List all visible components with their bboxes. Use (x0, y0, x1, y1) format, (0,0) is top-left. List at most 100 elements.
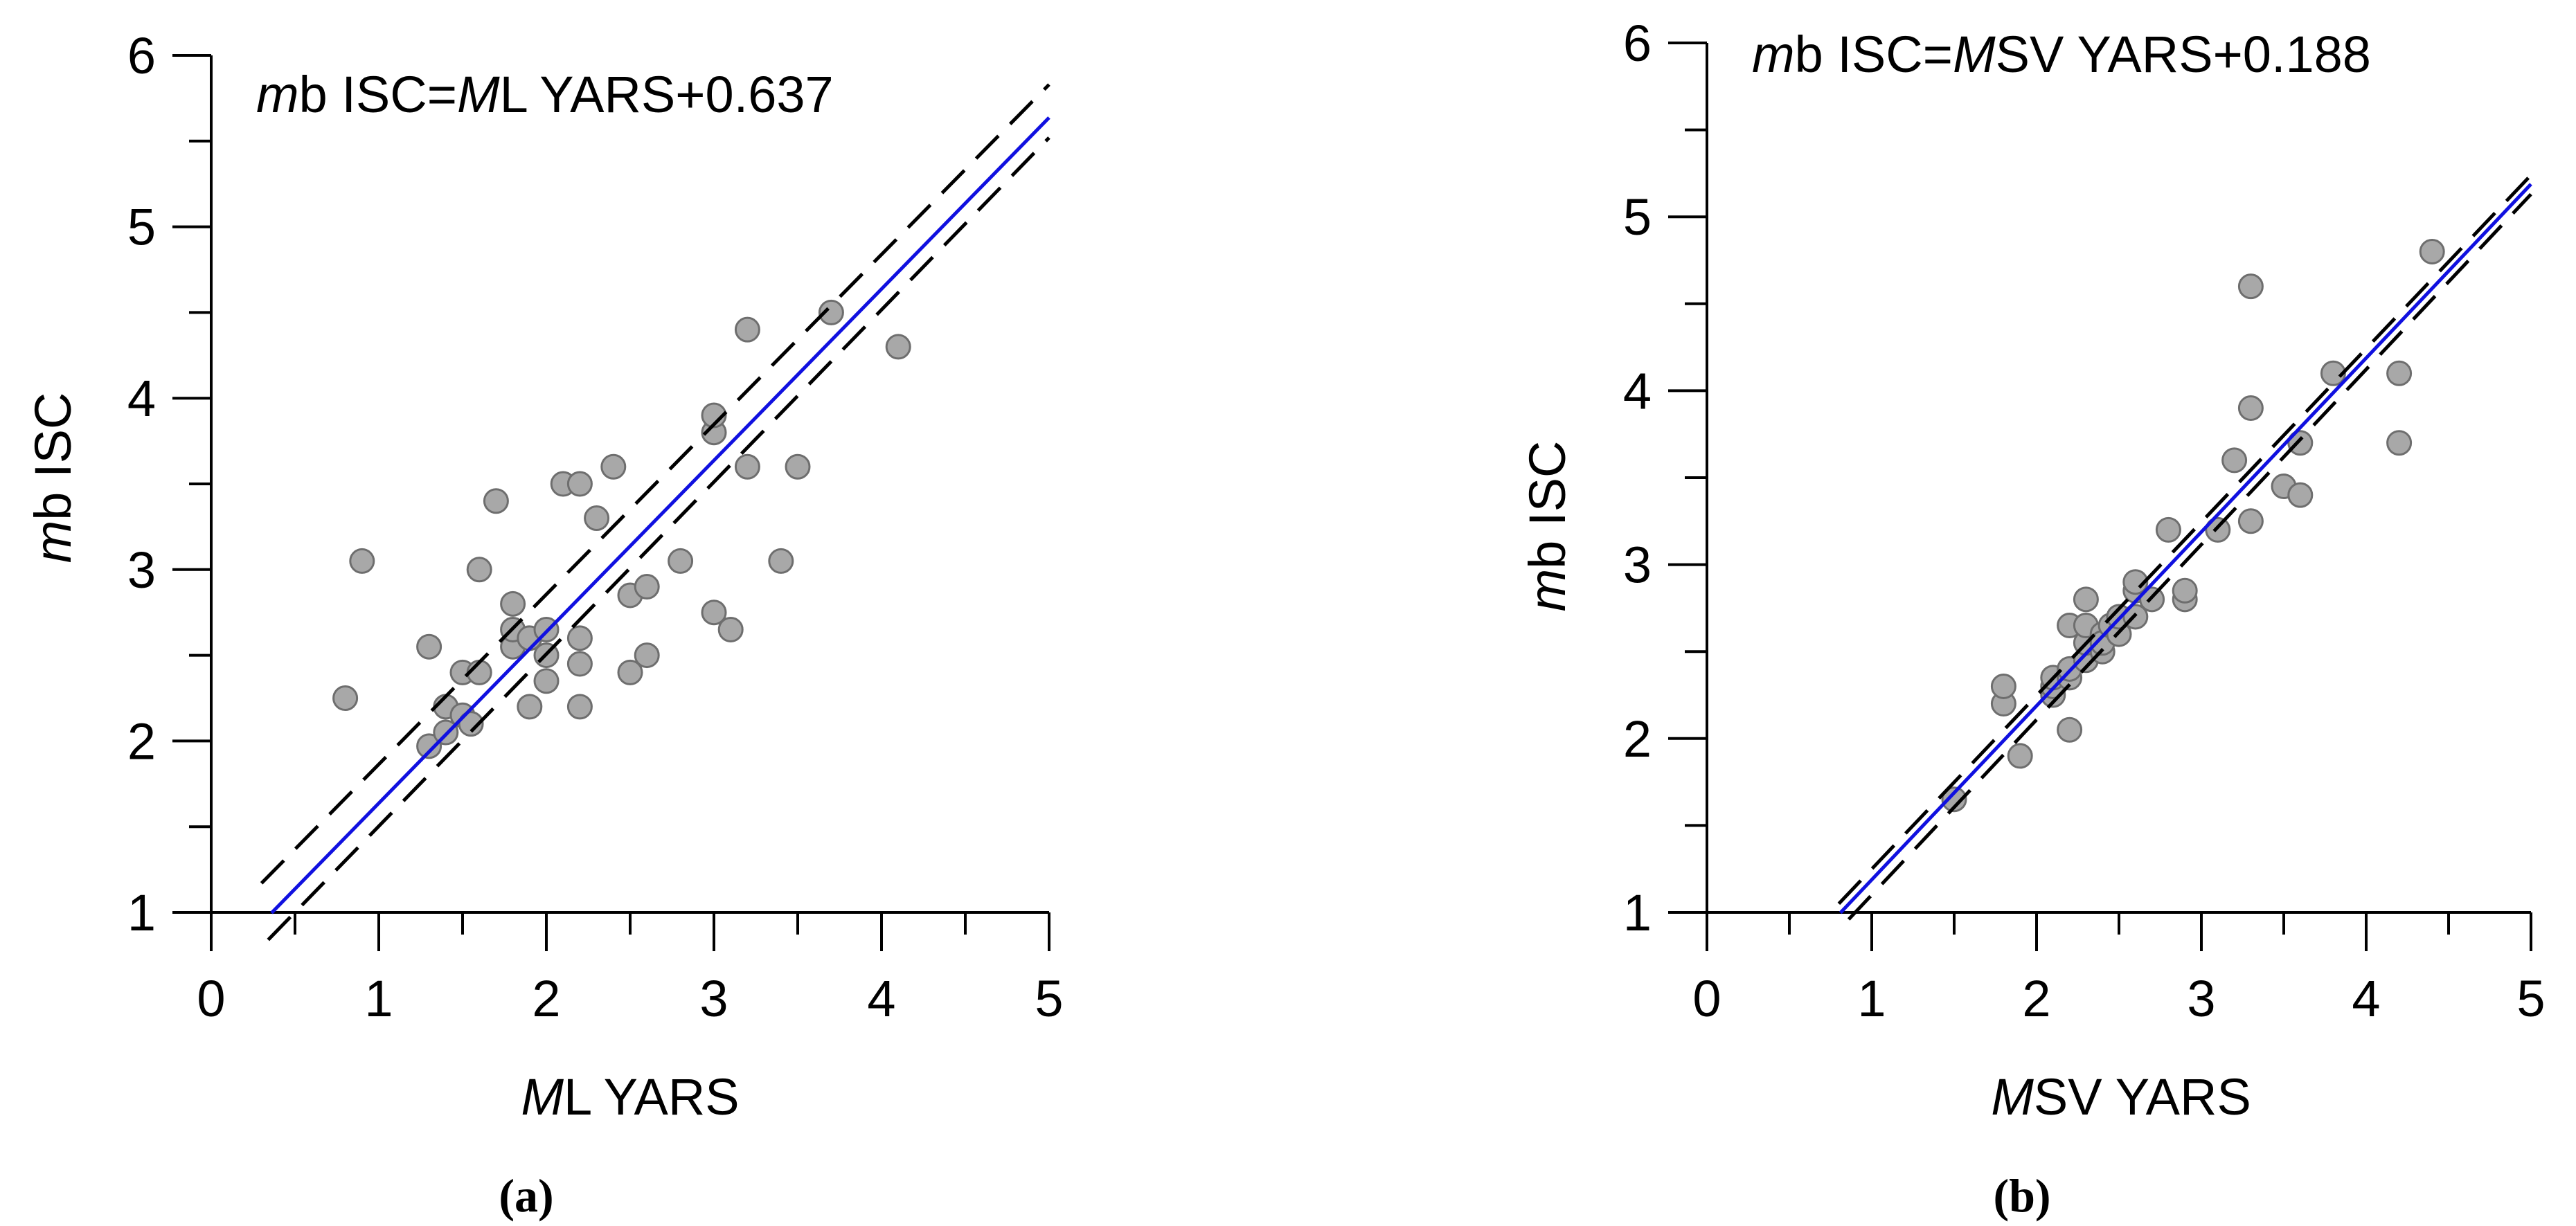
y-tick-label-a-2: 3 (127, 541, 156, 599)
y-axis-label-b: mb ISC (1519, 441, 1576, 612)
data-point-b-14 (2073, 586, 2099, 613)
x-axis-label-b-rest: SV YARS (2034, 1068, 2251, 1126)
data-point-a-40 (818, 299, 844, 325)
confidence-lower-a (267, 136, 1050, 941)
data-point-a-27 (617, 659, 643, 685)
x-axis-label-a: ML YARS (521, 1068, 739, 1126)
data-point-a-34 (701, 402, 727, 429)
data-point-b-39 (2419, 238, 2445, 264)
y-tick-label-b-5: 6 (1623, 15, 1652, 72)
data-point-a-29 (634, 642, 660, 669)
panel-caption-b: (b) (1993, 1169, 2050, 1222)
data-point-a-38 (768, 548, 794, 574)
equation-a-right-var: M (457, 66, 500, 123)
data-point-a-23 (566, 625, 593, 651)
equation-a: mb ISC=ML YARS+0.637 (256, 66, 834, 123)
x-tick-label-a-1: 1 (364, 970, 393, 1027)
y-axis-label-b-var: m (1519, 569, 1576, 612)
y-tick-label-b-2: 3 (1623, 537, 1652, 594)
data-point-a-24 (566, 471, 593, 497)
x-tick-label-b-0: 0 (1692, 970, 1721, 1027)
y-tick-label-a-5: 6 (127, 27, 156, 84)
data-point-b-31 (2237, 395, 2264, 422)
x-axis-label-b-var: M (1991, 1068, 2034, 1126)
data-point-b-7 (2057, 716, 2083, 743)
y-axis-label-a: mb ISC (24, 393, 82, 564)
data-point-a-41 (885, 334, 911, 360)
x-tick-label-a-0: 0 (197, 970, 225, 1027)
equation-b-left-rest: b ISC= (1795, 26, 1953, 83)
data-point-a-36 (734, 453, 760, 480)
x-tick-label-a-2: 2 (532, 970, 560, 1027)
data-point-a-3 (416, 633, 442, 660)
x-tick-label-a-5: 5 (1035, 970, 1063, 1027)
x-tick-label-b-5: 5 (2516, 970, 2545, 1027)
data-point-b-30 (2237, 508, 2264, 534)
data-point-a-17 (533, 668, 560, 694)
equation-b: mb ISC=MSV YARS+0.188 (1752, 26, 2371, 83)
confidence-lower-b (1847, 192, 2532, 921)
panel-caption-a: (a) (499, 1169, 553, 1222)
data-point-a-35 (717, 616, 744, 642)
y-axis-label-b-rest: b ISC (1519, 441, 1576, 569)
data-point-a-21 (566, 694, 593, 720)
data-point-b-34 (2287, 482, 2314, 508)
data-point-a-31 (668, 548, 694, 574)
data-point-a-37 (734, 316, 760, 343)
data-point-b-28 (2205, 516, 2231, 543)
x-axis-label-a-var: M (521, 1068, 564, 1126)
x-tick-label-b-4: 4 (2352, 970, 2380, 1027)
x-tick-label-a-4: 4 (867, 970, 895, 1027)
x-tick-label-b-3: 3 (2187, 970, 2215, 1027)
data-point-a-0 (332, 685, 359, 711)
data-point-a-11 (483, 488, 509, 514)
data-point-a-2 (416, 733, 442, 759)
data-point-a-32 (701, 600, 727, 626)
data-point-b-37 (2386, 430, 2413, 456)
data-point-b-35 (2287, 430, 2314, 456)
data-point-b-25 (2155, 516, 2181, 543)
regression-line-b (1839, 183, 2532, 914)
y-tick-label-a-0: 1 (127, 884, 156, 941)
data-point-a-14 (500, 591, 526, 617)
data-point-a-15 (517, 694, 543, 720)
equation-a-left-rest: b ISC= (299, 66, 457, 123)
data-point-a-8 (458, 711, 484, 737)
x-axis-label-a-rest: L YARS (564, 1068, 740, 1126)
y-tick-label-a-4: 5 (127, 199, 156, 256)
data-point-a-1 (349, 548, 375, 574)
confidence-upper-b (1837, 174, 2532, 905)
y-tick-label-b-4: 5 (1623, 188, 1652, 246)
x-tick-label-a-3: 3 (699, 970, 728, 1027)
data-point-a-26 (600, 453, 627, 480)
y-axis-label-a-var: m (24, 521, 82, 564)
data-point-b-38 (2386, 360, 2413, 386)
data-point-b-23 (2122, 569, 2149, 595)
data-point-a-30 (634, 574, 660, 600)
confidence-upper-a (260, 83, 1050, 885)
regression-line-a (270, 116, 1050, 914)
data-point-b-27 (2172, 577, 2198, 604)
equation-a-left-var: m (256, 66, 299, 123)
data-point-b-2 (1990, 673, 2016, 699)
y-tick-label-b-1: 2 (1623, 710, 1652, 768)
data-point-a-25 (584, 505, 610, 532)
data-point-b-0 (1941, 786, 1967, 813)
data-point-a-10 (466, 557, 492, 583)
y-tick-label-a-1: 2 (127, 712, 156, 770)
equation-a-right-rest: L YARS+0.637 (500, 66, 834, 123)
y-tick-label-b-0: 1 (1623, 884, 1652, 941)
data-point-b-3 (2007, 743, 2033, 769)
y-tick-label-a-3: 4 (127, 370, 156, 427)
equation-b-left-var: m (1752, 26, 1795, 83)
data-point-a-39 (785, 453, 811, 480)
x-tick-label-b-2: 2 (2022, 970, 2050, 1027)
data-point-b-29 (2221, 447, 2248, 474)
data-point-b-32 (2237, 273, 2264, 300)
x-tick-label-b-1: 1 (1857, 970, 1886, 1027)
